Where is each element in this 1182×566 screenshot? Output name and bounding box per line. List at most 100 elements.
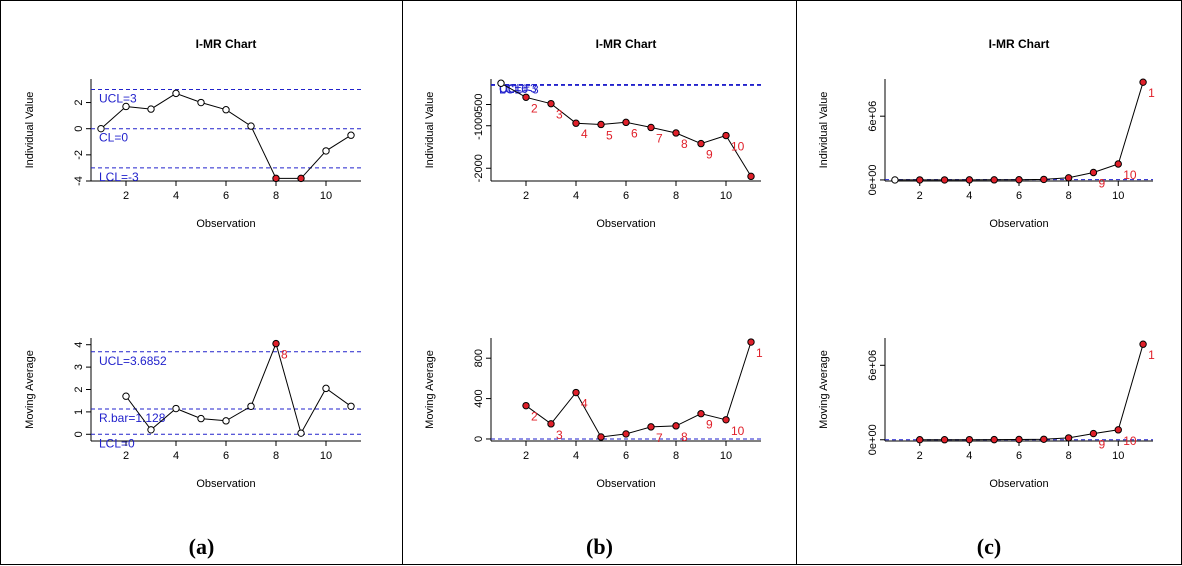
x-tick-label: 8 xyxy=(273,190,279,202)
data-point xyxy=(722,416,730,424)
data-point xyxy=(247,122,255,130)
panel-b: I-MR Chart 2 4 6 8 10 -2000 -1000 -500 Observatio… xyxy=(402,0,797,565)
data-point xyxy=(1064,174,1073,182)
y-axis-label: Moving Average xyxy=(818,350,830,429)
x-tick-label: 8 xyxy=(1066,450,1072,462)
data-point xyxy=(672,422,680,430)
y-tick-label: 6e+06 xyxy=(867,101,879,132)
x-tick-label: 4 xyxy=(173,450,179,462)
data-point xyxy=(122,392,130,400)
y-axis-label: Individual Value xyxy=(424,92,436,169)
point-label: 3 xyxy=(556,428,563,442)
data-point xyxy=(572,388,580,397)
point-label: 1 xyxy=(1148,86,1155,100)
point-label: 10 xyxy=(731,424,745,438)
x-tick-label: 10 xyxy=(720,190,732,202)
y-axis-label: Individual Value xyxy=(818,92,830,169)
data-point xyxy=(747,338,755,346)
y-axis-label: Individual Value xyxy=(24,92,36,169)
data-point xyxy=(1139,78,1147,86)
chart-title: I-MR Chart xyxy=(596,37,657,51)
data-point xyxy=(940,435,949,444)
point-label: 8 xyxy=(681,430,688,444)
x-tick-label: 8 xyxy=(273,450,279,462)
data-point xyxy=(147,105,155,113)
y-tick-label: 0 xyxy=(473,436,485,442)
data-point xyxy=(497,79,505,87)
y-tick-label: 4 xyxy=(73,342,85,348)
data-point xyxy=(197,98,205,107)
point-label: 8 xyxy=(281,348,288,362)
data-point xyxy=(222,106,230,114)
panel-c-charts: I-MR Chart 2 4 6 8 10 0e+00 6e+06 Observation Ind… xyxy=(818,37,1155,490)
control-line-label: R.bar=1.128 xyxy=(99,411,166,425)
data-point xyxy=(522,401,530,410)
data-point xyxy=(1114,426,1122,434)
data-point xyxy=(722,131,730,140)
data-point xyxy=(547,99,555,108)
point-label: 7 xyxy=(656,431,663,445)
x-tick-label: 6 xyxy=(623,190,629,202)
data-point xyxy=(747,172,755,181)
data-point xyxy=(347,131,355,139)
point-label: 9 xyxy=(706,418,713,432)
chart-title: I-MR Chart xyxy=(196,37,257,51)
data-point xyxy=(916,436,924,444)
point-label: 2 xyxy=(531,101,538,115)
data-point xyxy=(1114,160,1122,168)
x-axis-label: Observation xyxy=(989,218,1048,230)
point-label: 8 xyxy=(681,137,688,151)
control-line-label: UCL=3.6852 xyxy=(99,354,167,368)
x-tick-label: 10 xyxy=(320,190,332,202)
x-tick-label: 6 xyxy=(1016,450,1022,462)
data-point xyxy=(247,402,255,410)
data-point xyxy=(622,430,630,438)
data-point xyxy=(122,102,130,111)
control-line-label: CL=0 xyxy=(99,131,128,145)
data-point xyxy=(1040,435,1048,443)
data-point xyxy=(197,414,205,423)
data-point xyxy=(622,118,630,127)
x-tick-label: 6 xyxy=(1016,190,1022,202)
point-label: 10 xyxy=(731,140,745,154)
data-point xyxy=(1089,168,1098,177)
series-line xyxy=(919,344,1144,441)
data-point xyxy=(697,139,705,148)
x-tick-label: 6 xyxy=(223,190,229,202)
y-tick-label: 0 xyxy=(73,431,85,437)
x-tick-label: 4 xyxy=(173,190,179,202)
y-tick-label: -2000 xyxy=(473,154,485,182)
x-tick-label: 6 xyxy=(223,450,229,462)
x-tick-label: 6 xyxy=(623,450,629,462)
data-point xyxy=(697,410,705,418)
x-tick-label: 4 xyxy=(573,190,579,202)
point-label: 4 xyxy=(581,397,588,411)
data-point xyxy=(990,435,998,444)
x-axis-label: Observation xyxy=(989,478,1048,490)
point-label: 3 xyxy=(556,108,563,122)
x-axis-label: Observation xyxy=(596,218,655,230)
data-point xyxy=(297,174,305,183)
data-point xyxy=(647,423,655,431)
data-point xyxy=(990,176,998,184)
data-point xyxy=(1089,429,1098,438)
y-tick-label: 0e+00 xyxy=(867,424,879,455)
data-point xyxy=(1015,435,1023,444)
series-line xyxy=(125,342,352,435)
x-axis-label: Observation xyxy=(196,478,255,490)
point-label: 9 xyxy=(706,148,713,162)
y-axis-label: Moving Average xyxy=(424,350,436,429)
data-point xyxy=(965,435,974,444)
data-point xyxy=(572,119,580,127)
x-tick-label: 10 xyxy=(320,450,332,462)
panel-label: (a) xyxy=(188,534,215,559)
point-label: 4 xyxy=(581,127,588,141)
y-tick-label: -4 xyxy=(73,176,85,186)
data-point xyxy=(172,89,180,98)
panel-label: (b) xyxy=(586,534,613,559)
point-label: 10 xyxy=(1123,168,1137,182)
data-point xyxy=(322,384,330,393)
x-tick-label: 8 xyxy=(673,190,679,202)
